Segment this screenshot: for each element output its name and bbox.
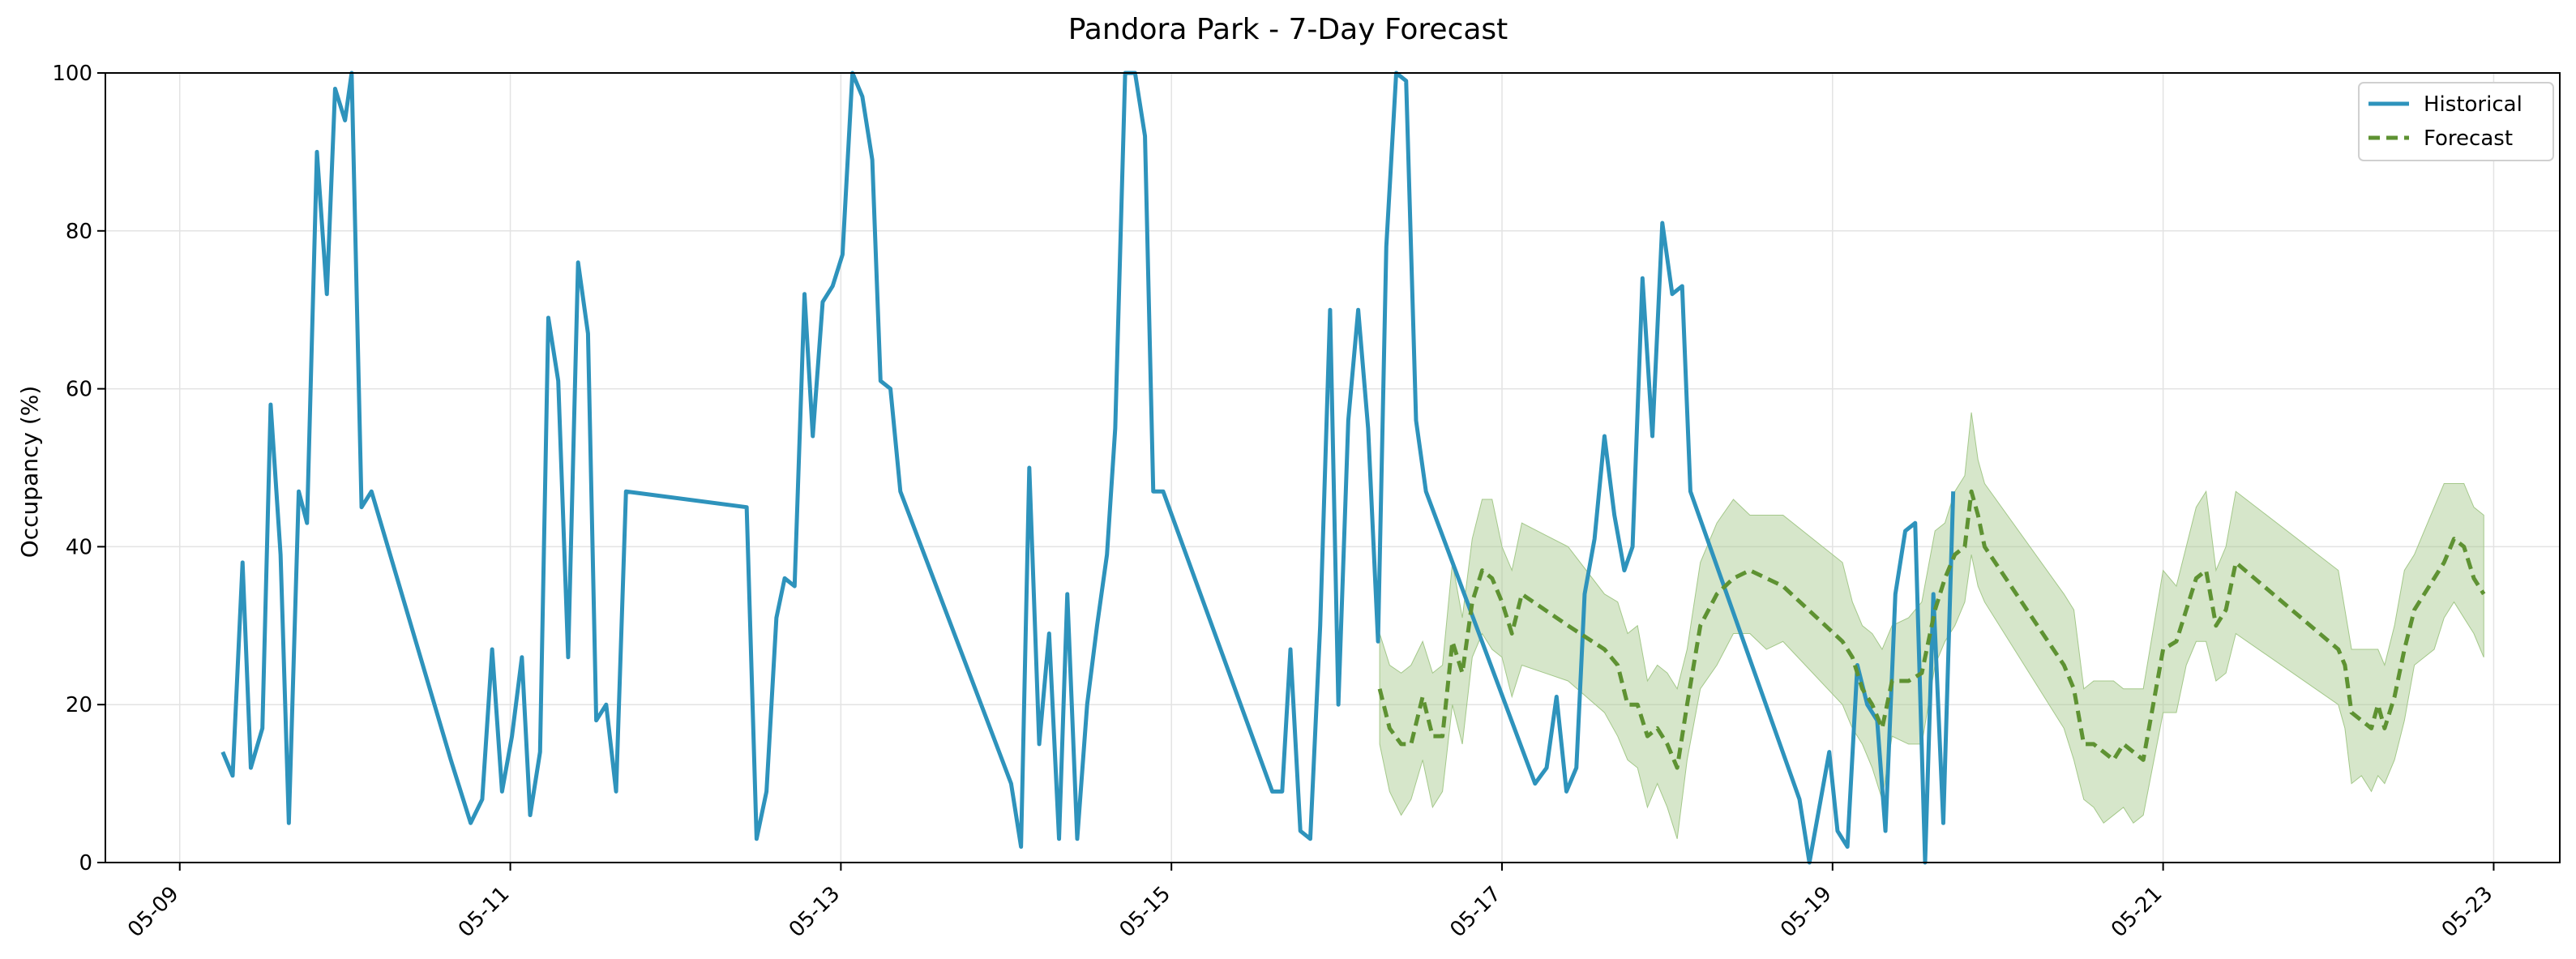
legend-forecast-label: Forecast — [2424, 126, 2513, 151]
plot-frame — [105, 72, 2561, 863]
y-tick-label: 100 — [52, 62, 92, 86]
legend-historical-label: Historical — [2424, 92, 2523, 117]
y-tick-label: 40 — [66, 535, 92, 559]
y-tick-label: 60 — [66, 378, 92, 402]
legend: Historical Forecast — [2358, 82, 2554, 161]
series-layer — [220, 71, 2486, 865]
historical-series-line — [220, 71, 1956, 865]
y-axis-label: Occupancy (%) — [16, 386, 43, 559]
forecast-series-line — [1377, 489, 2486, 770]
chart-title: Pandora Park - 7-Day Forecast — [1068, 13, 1508, 46]
y-tick-label: 0 — [79, 851, 92, 876]
y-tick-label: 20 — [66, 693, 92, 717]
y-tick-label: 80 — [66, 220, 92, 244]
